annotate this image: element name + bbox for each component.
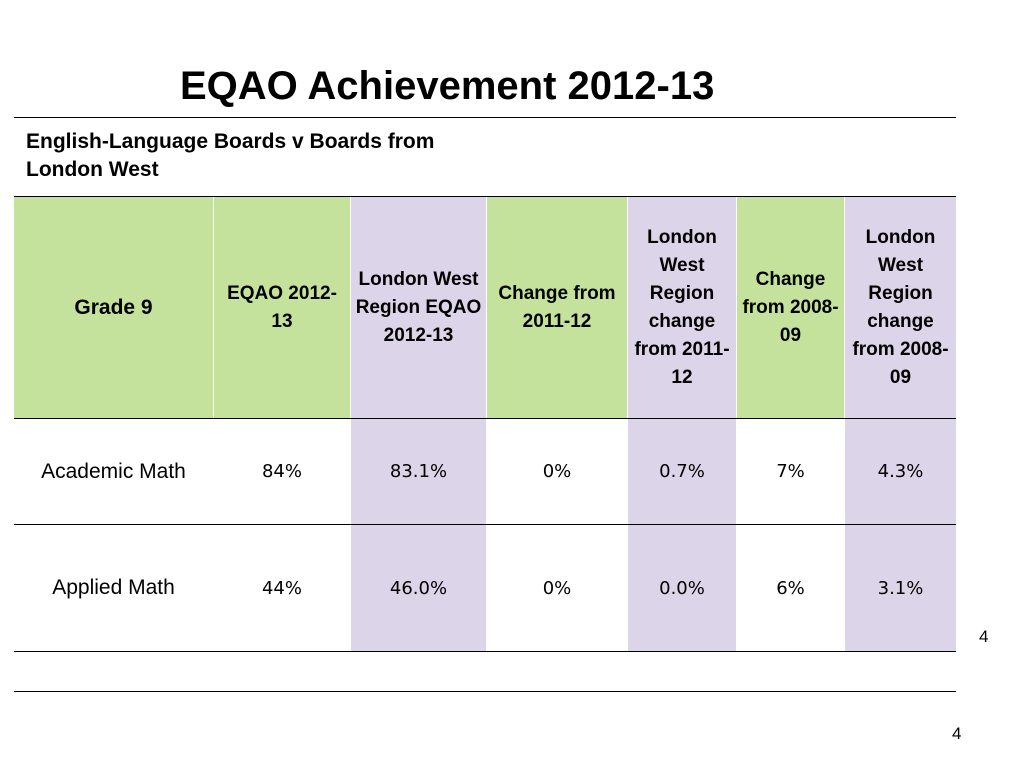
table-cell: 83.1% bbox=[351, 419, 486, 524]
table-cell: 7% bbox=[776, 461, 805, 482]
table-cell: 4.3% bbox=[845, 419, 956, 524]
table-cell: 3.1% bbox=[845, 525, 956, 651]
header-eqao-2012-13: EQAO 2012-13 bbox=[214, 197, 350, 418]
row-label-applied-math: Applied Math bbox=[52, 576, 175, 599]
row-divider bbox=[14, 524, 956, 525]
table-cell: 84% bbox=[261, 461, 302, 482]
table-cell: 0% bbox=[542, 461, 572, 482]
header-lw-change-2011-12: London West Region change from 2011-12 bbox=[628, 197, 736, 418]
header-change-2011-12: Change from 2011-12 bbox=[487, 197, 627, 418]
footer-rule bbox=[14, 691, 956, 692]
table-cell: 46.0% bbox=[351, 525, 486, 651]
table-subtitle: English-Language Boards v Boards from Lo… bbox=[26, 130, 435, 181]
header-lw-change-2008-09: London West Region change from 2008-09 bbox=[845, 197, 956, 418]
row-label-academic-math: Academic Math bbox=[41, 459, 186, 483]
table-cell: 44% bbox=[261, 577, 302, 599]
table-cell: 6% bbox=[776, 577, 805, 599]
table-cell: 0.0% bbox=[628, 525, 736, 651]
slide-title: EQAO Achievement 2012-13 bbox=[180, 64, 715, 108]
page-number-lower: 4 bbox=[952, 724, 962, 743]
page-number-upper: 4 bbox=[979, 627, 989, 646]
header-change-2008-09: Change from 2008-09 bbox=[737, 197, 844, 418]
table-bottom-rule bbox=[14, 651, 956, 652]
header-lw-region-eqao: London West Region EQAO 2012-13 bbox=[351, 197, 486, 418]
table-cell: 0.7% bbox=[628, 419, 736, 524]
table-cell: 0% bbox=[542, 577, 572, 599]
header-grade-9: Grade 9 bbox=[14, 197, 213, 418]
header-bottom-rule bbox=[14, 418, 956, 419]
header-top-rule bbox=[14, 196, 956, 197]
table-top-rule bbox=[14, 117, 956, 118]
